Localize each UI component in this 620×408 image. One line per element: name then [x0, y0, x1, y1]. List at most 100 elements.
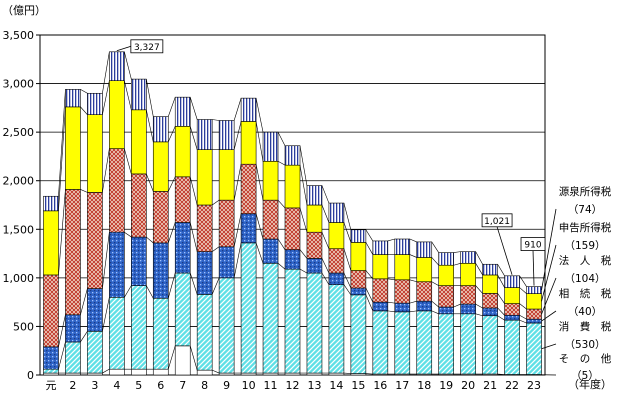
- bar-segment: [65, 89, 81, 108]
- connector-line: [80, 331, 88, 343]
- bar-segment: [131, 368, 147, 376]
- x-tick-label: 21: [483, 379, 497, 392]
- connector-line: [58, 189, 66, 275]
- bar-segment: [196, 294, 213, 371]
- connector-line: [255, 242, 264, 264]
- connector-line: [255, 98, 264, 133]
- x-tick-label: 3: [91, 379, 98, 392]
- bar-segment: [131, 173, 147, 238]
- connector-line: [189, 222, 198, 252]
- bar-segment: [87, 92, 103, 115]
- bar-segment: [240, 163, 257, 215]
- bar-segment: [109, 296, 125, 370]
- connector-line: [277, 132, 286, 146]
- x-tick-label: 9: [223, 379, 230, 392]
- connector-line: [212, 369, 220, 374]
- legend-name: そ の 他: [559, 352, 612, 365]
- bar-segment: [526, 322, 542, 375]
- y-unit-label: （億円）: [2, 4, 46, 17]
- bar-segment: [328, 284, 345, 374]
- bar-segment: [174, 345, 191, 376]
- connector-line: [124, 80, 132, 110]
- bar-segment: [240, 242, 257, 374]
- connector-line: [167, 97, 176, 117]
- bar-segment: [152, 116, 169, 143]
- bar-group: [87, 92, 103, 376]
- bar-segment: [218, 199, 235, 248]
- callout-box: [481, 213, 513, 228]
- bar-segment: [240, 121, 257, 165]
- bar-segment: [65, 314, 81, 343]
- legend-leader: [541, 277, 557, 315]
- bar-segment: [87, 114, 103, 193]
- bar-segment: [240, 97, 257, 122]
- bar-segment: [306, 258, 323, 274]
- connector-line: [146, 285, 154, 299]
- connector-line: [189, 345, 198, 371]
- connector-line: [497, 274, 505, 288]
- bar-segment: [218, 277, 235, 374]
- bar-segment: [65, 189, 81, 316]
- bar-segment: [350, 229, 367, 243]
- bar-group: [482, 263, 498, 376]
- connector-line: [102, 232, 110, 289]
- bar-group: [65, 89, 81, 376]
- bar-segment: [438, 252, 454, 266]
- connector-line: [58, 106, 66, 211]
- bar-group: [526, 286, 542, 376]
- connector-line: [167, 222, 176, 243]
- bar-segment: [504, 314, 520, 321]
- bar-segment: [152, 297, 169, 370]
- x-unit-label: （年度）: [568, 377, 612, 391]
- callout-label: 1,021: [484, 217, 510, 227]
- bar-segment: [262, 238, 279, 264]
- connector-line: [409, 300, 417, 304]
- connector-line: [255, 121, 264, 162]
- connector-line: [497, 307, 505, 316]
- connector-line: [80, 288, 88, 315]
- bar-segment: [460, 303, 476, 315]
- connector-line: [124, 51, 132, 80]
- bar-segment: [43, 210, 59, 276]
- y-tick-label: 2,000: [3, 175, 35, 188]
- bar-segment: [152, 191, 169, 244]
- y-tick-label: 1,000: [3, 272, 35, 285]
- bar-segment: [372, 254, 389, 280]
- legend-leader: [541, 208, 557, 291]
- legend-leader: [541, 244, 557, 302]
- bar-segment: [306, 231, 323, 259]
- bar-segment: [174, 176, 191, 223]
- bar-segment: [394, 254, 411, 281]
- bar-segment: [438, 285, 454, 308]
- bar-segment: [240, 213, 257, 244]
- connector-line: [189, 176, 198, 206]
- bar-segment: [174, 222, 191, 274]
- bar-segment: [196, 251, 213, 295]
- callout-label: 3,327: [134, 43, 160, 53]
- connector-line: [409, 254, 417, 258]
- bar-segment: [416, 257, 433, 283]
- bar-segment: [174, 126, 191, 178]
- bar-segment: [262, 131, 279, 162]
- connector-line: [365, 294, 374, 312]
- bar-segment: [306, 272, 323, 374]
- connector-line: [146, 173, 154, 192]
- callout-box: [520, 237, 546, 252]
- connector-line: [365, 287, 374, 303]
- bar-segment: [152, 368, 169, 376]
- bar-segment: [350, 294, 367, 374]
- bar-segment: [350, 287, 367, 296]
- connector-line: [321, 185, 330, 204]
- connector-line: [431, 241, 439, 253]
- legend-value: （159）: [564, 240, 605, 252]
- bar-segment: [131, 109, 147, 175]
- bar-segment: [438, 306, 454, 315]
- connector-line: [453, 262, 461, 266]
- legend-leader: [541, 343, 557, 350]
- connector-line: [277, 161, 286, 166]
- bar-segment: [328, 248, 345, 274]
- bar-segment: [372, 310, 389, 375]
- bar-segment: [131, 285, 147, 370]
- bar-segment: [438, 313, 454, 375]
- connector-line: [321, 204, 330, 223]
